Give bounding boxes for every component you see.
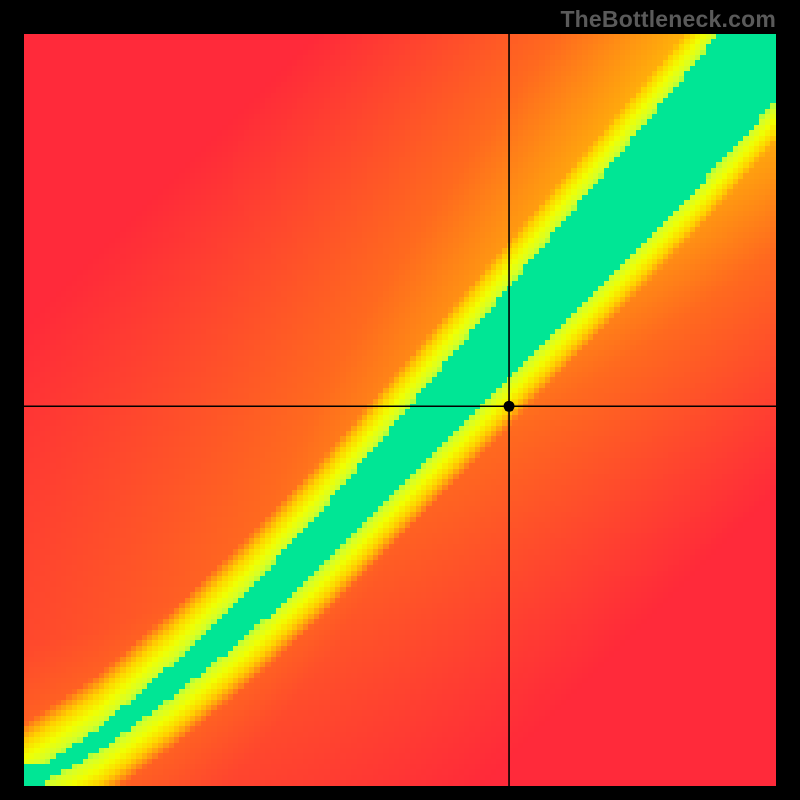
heatmap-canvas: [24, 34, 776, 786]
watermark-text: TheBottleneck.com: [560, 6, 776, 33]
figure-container: TheBottleneck.com: [0, 0, 800, 800]
heatmap-plot: [24, 34, 776, 786]
